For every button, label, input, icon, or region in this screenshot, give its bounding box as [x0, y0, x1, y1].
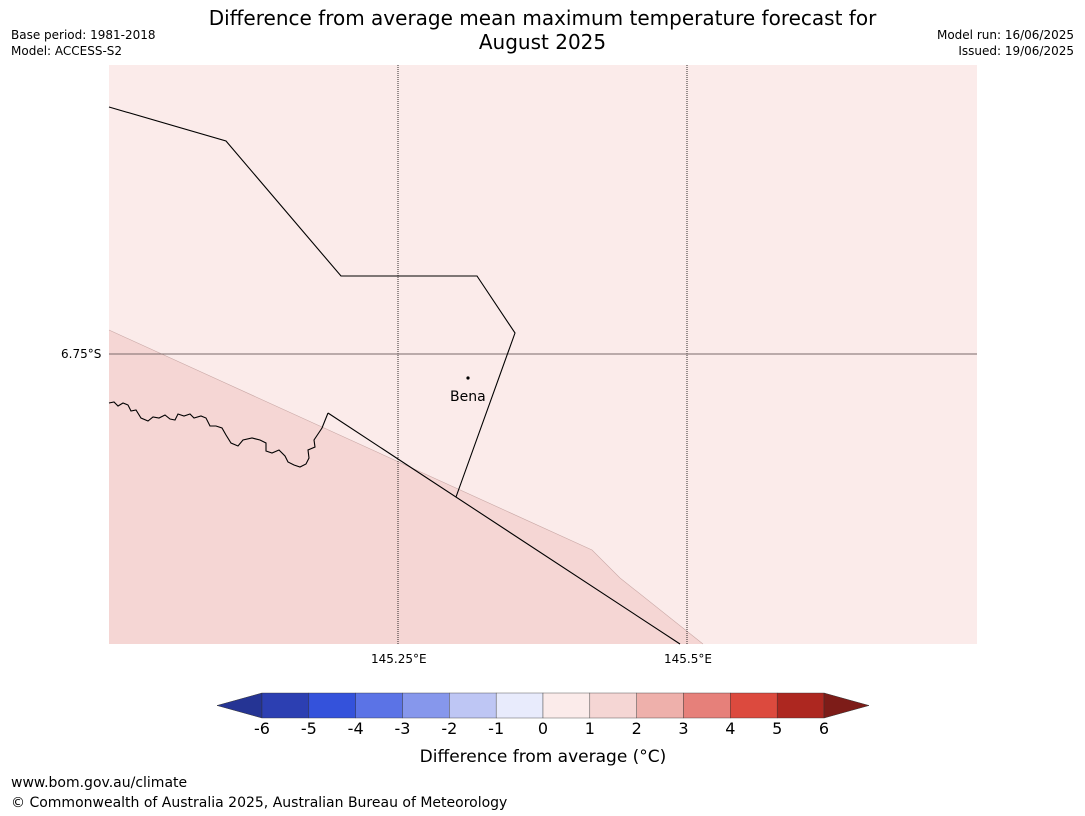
meta-left: Base period: 1981-2018 Model: ACCESS-S2: [11, 27, 156, 59]
colorbar-tick-label: -6: [254, 719, 270, 738]
colorbar-bin: [683, 692, 731, 719]
footer-copyright: © Commonwealth of Australia 2025, Austra…: [11, 795, 508, 811]
colorbar-title: Difference from average (°C): [419, 747, 667, 767]
colorbar-bin: [308, 692, 356, 719]
colorbar-tick-label: 0: [537, 719, 549, 738]
colorbar-bin: [636, 692, 684, 719]
colorbar-tick-label: 4: [725, 719, 736, 738]
province-boundary: [108, 106, 516, 498]
place-label-bena: Bena: [450, 389, 486, 405]
issued-text: Issued: 19/06/2025: [958, 44, 1074, 58]
lat-tick-label: 6.75°S: [61, 347, 102, 361]
anomaly-contour: [108, 329, 704, 645]
colorbar-tick-label: 6: [818, 719, 830, 738]
colorbar-tick-label: 5: [772, 719, 783, 738]
colorbar-bin: [776, 692, 825, 719]
model-run-text: Model run: 16/06/2025: [936, 28, 1074, 42]
footer-url[interactable]: www.bom.gov.au/climate: [11, 775, 188, 791]
colorbar-bin: [495, 692, 544, 719]
river: [108, 401, 329, 468]
colorbar-tick-label: -2: [441, 719, 458, 738]
lon-tick-label: 145.5°E: [664, 652, 712, 666]
colorbar-tick-label: -5: [300, 719, 317, 738]
colorbar-tick-label: 1: [584, 719, 595, 738]
colorbar-bin: [261, 692, 310, 719]
colorbar-arrow-high: [823, 692, 870, 719]
chart-title: Difference from average mean maximum tem…: [208, 6, 877, 54]
town-marker-bena: [466, 376, 470, 380]
colorbar-bin: [730, 692, 778, 719]
colorbar-bin: [589, 692, 637, 719]
anomaly-region-1-to-2: [109, 330, 703, 644]
colorbar-arrow-low: [216, 692, 263, 719]
colorbar-bin: [355, 692, 403, 719]
colorbar-bin: [449, 692, 497, 719]
colorbar-tick-label: 2: [631, 719, 642, 738]
colorbar-bin: [402, 692, 450, 719]
province-boundary-south: [327, 412, 681, 645]
base-period-text: Base period: 1981-2018: [11, 28, 156, 42]
colorbar-tick-label: 3: [678, 719, 689, 738]
colorbar-bin: [542, 692, 591, 719]
model-text: Model: ACCESS-S2: [11, 44, 123, 58]
meta-right: Model run: 16/06/2025 Issued: 19/06/2025: [937, 27, 1074, 59]
colorbar-tick-label: -4: [347, 719, 364, 738]
colorbar-tick-label: -1: [488, 719, 505, 738]
lon-tick-label: 145.25°E: [371, 652, 427, 666]
colorbar-tick-label: -3: [394, 719, 411, 738]
